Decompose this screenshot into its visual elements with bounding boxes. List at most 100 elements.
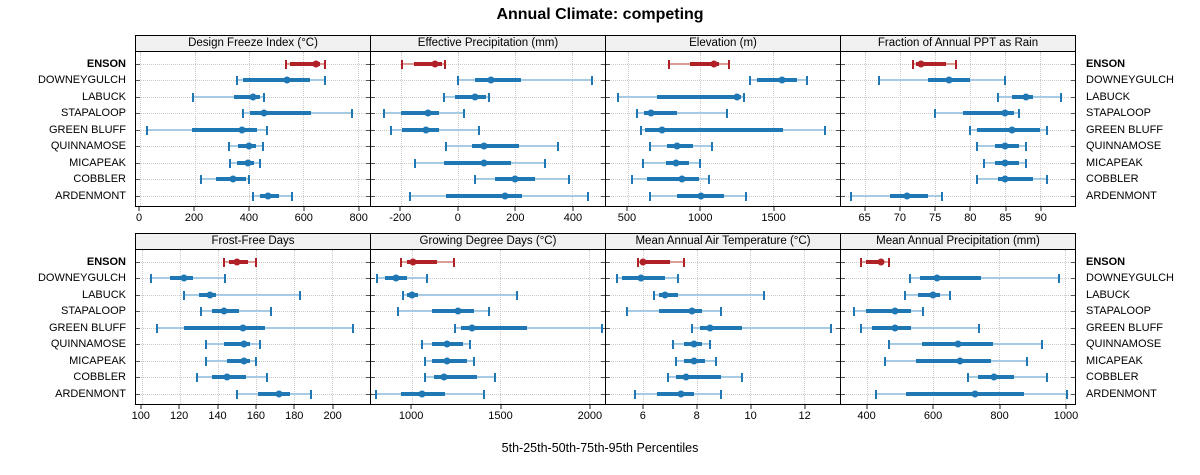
median-dot bbox=[637, 274, 645, 282]
iqr-range-25-75 bbox=[433, 375, 478, 379]
iqr-range-25-75 bbox=[646, 177, 699, 181]
station-labels-left-top: ENSON DOWNEYGULCH LABUCK STAPALOOP GREEN BLU… bbox=[0, 52, 130, 207]
whisker-cap-95th bbox=[265, 125, 268, 135]
whisker-cap-95th bbox=[725, 109, 728, 118]
panel-fraction-ppt-rain: Fraction of Annual PPT as Rain 65 70 75 80 8… bbox=[840, 35, 1076, 229]
whisker-cap-5th bbox=[690, 323, 693, 333]
tick-mark bbox=[750, 405, 752, 409]
whisker-cap-5th bbox=[666, 373, 669, 382]
iqr-range-25-75 bbox=[675, 375, 721, 379]
panel-elevation: Elevation (m) 500 1000 1500 bbox=[605, 35, 841, 229]
panel-strip-title: Elevation (m) bbox=[689, 37, 757, 49]
iqr-range-25-75 bbox=[917, 292, 940, 297]
row-tick-right bbox=[1071, 80, 1075, 81]
median-dot bbox=[697, 192, 705, 199]
row-tick-right bbox=[366, 179, 370, 180]
whisker-range-5-95 bbox=[455, 326, 603, 329]
iqr-range-25-75 bbox=[865, 259, 884, 264]
station-label: DOWNEYGULCH bbox=[1086, 272, 1175, 284]
whisker-cap-5th bbox=[615, 274, 618, 283]
gridline-horizontal bbox=[841, 294, 1075, 296]
whisker-cap-95th bbox=[462, 109, 465, 118]
station-label: DOWNEYGULCH bbox=[1086, 74, 1175, 86]
panel-strip: Frost-Free Days bbox=[135, 233, 371, 250]
tick-mark bbox=[332, 405, 334, 409]
median-dot bbox=[945, 76, 953, 84]
median-dot bbox=[1008, 126, 1016, 133]
median-dot bbox=[487, 76, 495, 84]
whisker-cap-5th bbox=[671, 340, 674, 349]
station-label: LABUCK bbox=[1086, 288, 1131, 301]
median-dot bbox=[275, 390, 283, 397]
median-dot bbox=[244, 159, 252, 166]
iqr-range-25-75 bbox=[645, 127, 784, 132]
median-dot bbox=[260, 109, 268, 117]
panel-strip-title: Design Freeze Index (°C) bbox=[188, 37, 318, 49]
whisker-cap-95th bbox=[591, 76, 594, 85]
whisker-cap-95th bbox=[483, 389, 486, 399]
whisker-cap-95th bbox=[708, 175, 711, 184]
whisker-cap-95th bbox=[516, 290, 519, 300]
row-tick-left bbox=[841, 96, 845, 98]
whisker-cap-95th bbox=[677, 274, 680, 283]
row-tick-left bbox=[606, 327, 610, 329]
whisker-cap-5th bbox=[192, 92, 195, 102]
gridline-vertical bbox=[572, 52, 574, 206]
whisker-cap-5th bbox=[414, 158, 417, 168]
station-label: LABUCK bbox=[1086, 90, 1131, 103]
row-tick-right bbox=[366, 113, 370, 114]
row-tick-left bbox=[841, 278, 845, 279]
whisker-cap-5th bbox=[859, 257, 862, 267]
iqr-range-25-75 bbox=[659, 309, 703, 313]
whisker-cap-5th bbox=[634, 389, 637, 399]
tick-label: 400 bbox=[857, 410, 876, 422]
tick-label: 0 bbox=[454, 212, 461, 224]
iqr-range-25-75 bbox=[905, 391, 1024, 396]
row-tick-right bbox=[836, 327, 840, 329]
median-dot bbox=[917, 60, 925, 67]
whisker-cap-95th bbox=[270, 307, 273, 316]
median-dot bbox=[903, 192, 911, 199]
whisker-cap-5th bbox=[445, 142, 448, 151]
whisker-cap-95th bbox=[254, 257, 257, 267]
tick-label: 1000 bbox=[1053, 410, 1079, 422]
whisker-cap-95th bbox=[291, 191, 294, 201]
whisker-cap-95th bbox=[556, 142, 559, 151]
median-dot bbox=[392, 274, 400, 282]
gridline-vertical bbox=[627, 52, 629, 206]
row-tick-left bbox=[371, 113, 375, 114]
iqr-range-25-75 bbox=[446, 193, 523, 198]
row-tick-right bbox=[366, 129, 370, 131]
whisker-cap-5th bbox=[150, 274, 153, 283]
whisker-cap-95th bbox=[682, 257, 685, 267]
panel-plot bbox=[840, 52, 1076, 207]
gridline-horizontal bbox=[841, 146, 1075, 147]
row-tick-left bbox=[136, 129, 140, 131]
whisker-cap-95th bbox=[224, 274, 227, 283]
median-dot bbox=[229, 175, 237, 183]
whisker-cap-5th bbox=[976, 142, 979, 151]
whisker-cap-5th bbox=[997, 92, 1000, 102]
station-label: ARDENMONT bbox=[55, 189, 126, 202]
iqr-range-25-75 bbox=[916, 358, 991, 363]
station-label: STAPALOOP bbox=[60, 107, 126, 119]
station-label: STAPALOOP bbox=[60, 305, 126, 317]
tick-label: -200 bbox=[389, 212, 412, 224]
whisker-cap-95th bbox=[351, 109, 354, 118]
row-tick-right bbox=[836, 311, 840, 312]
row-tick-left bbox=[606, 344, 610, 345]
row-tick-right bbox=[601, 344, 605, 345]
panel-x-axis: 6 8 10 12 bbox=[605, 405, 841, 427]
median-dot bbox=[431, 60, 439, 67]
row-tick-right bbox=[836, 344, 840, 345]
panel-x-axis: 1000 1500 2000 bbox=[370, 405, 606, 427]
row-tick-left bbox=[606, 261, 610, 263]
row-tick-right bbox=[836, 113, 840, 114]
tick-label: 8 bbox=[693, 410, 700, 422]
row-tick-left bbox=[841, 63, 845, 65]
whisker-cap-5th bbox=[408, 191, 411, 201]
tick-mark bbox=[864, 207, 866, 211]
tick-label: 12 bbox=[798, 410, 811, 422]
whisker-range-5-95 bbox=[402, 293, 518, 296]
row-tick-left bbox=[841, 80, 845, 81]
